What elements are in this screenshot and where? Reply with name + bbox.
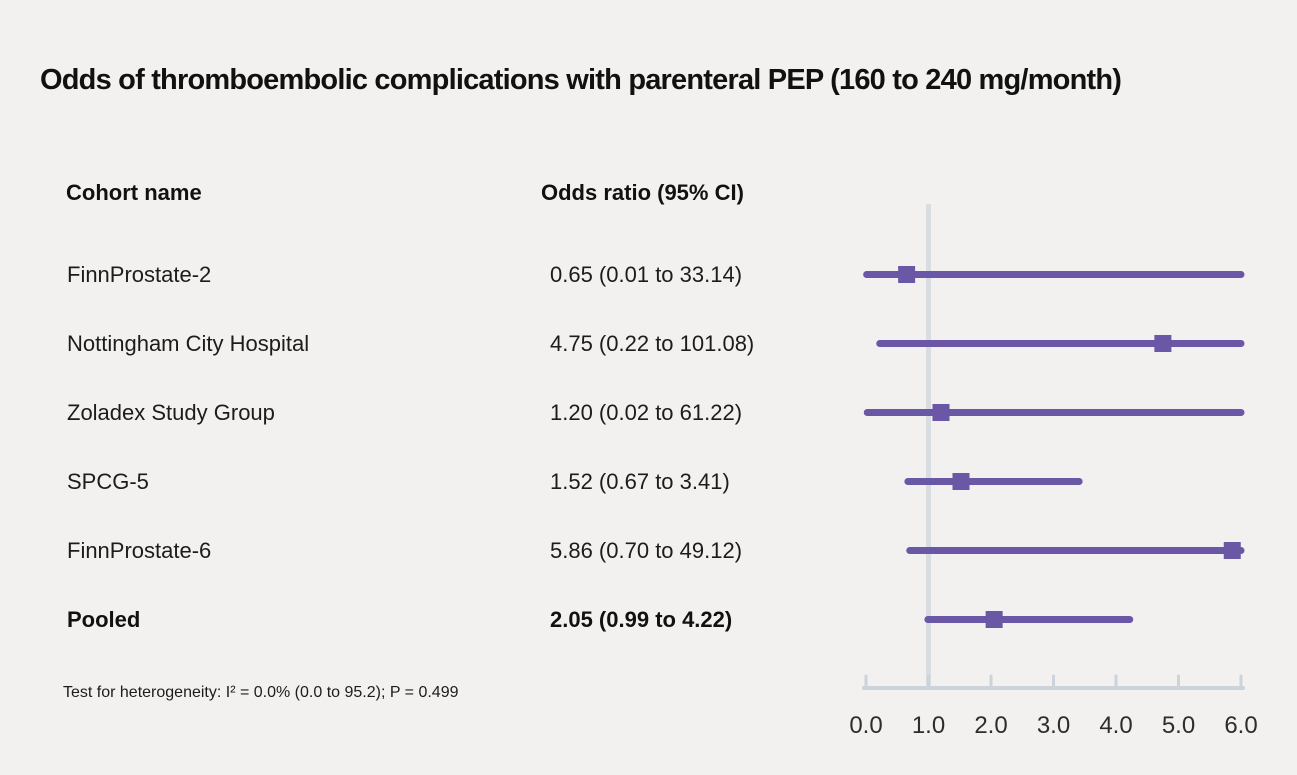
odds-ratio-value: 0.65 (0.01 to 33.14): [550, 262, 743, 287]
x-tick-label: 1.0: [912, 712, 945, 739]
odds-ratio-value: 2.05 (0.99 to 4.22): [550, 607, 733, 632]
cohort-name-label: FinnProstate-6: [67, 538, 212, 563]
or-marker: [898, 266, 916, 283]
x-tick-label: 3.0: [1037, 712, 1070, 739]
x-tick-label: 0.0: [849, 712, 882, 739]
cohort-name-label: Pooled: [67, 607, 141, 632]
forest-row: SPCG-5 1.52 (0.67 to 3.41): [0, 447, 860, 516]
odds-ratio-value: 4.75 (0.22 to 101.08): [550, 331, 755, 356]
x-tick-label: 2.0: [974, 712, 1007, 739]
forest-row: FinnProstate-6 5.86 (0.70 to 49.12): [0, 516, 860, 585]
forest-row: Pooled 2.05 (0.99 to 4.22): [0, 585, 860, 654]
or-marker: [1154, 335, 1172, 352]
x-tick-label: 4.0: [1099, 712, 1132, 739]
or-marker: [1223, 542, 1241, 559]
odds-ratio-value: 5.86 (0.70 to 49.12): [550, 538, 743, 563]
forest-row: Zoladex Study Group 1.20 (0.02 to 61.22): [0, 378, 860, 447]
chart-title: Odds of thromboembolic complications wit…: [40, 64, 1122, 96]
cohort-name-label: Nottingham City Hospital: [67, 331, 310, 356]
forest-rows: FinnProstate-2 0.65 (0.01 to 33.14) Nottin…: [0, 240, 860, 654]
cohort-name-label: SPCG-5: [67, 469, 149, 494]
cohort-name-label: FinnProstate-2: [67, 262, 212, 287]
odds-ratio-value: 1.20 (0.02 to 61.22): [550, 400, 743, 425]
column-header-cohort-name: Cohort name: [66, 180, 202, 205]
forest-row: FinnProstate-2 0.65 (0.01 to 33.14): [0, 240, 860, 309]
or-marker: [985, 611, 1003, 628]
forest-row: Nottingham City Hospital 4.75 (0.22 to 10…: [0, 309, 860, 378]
x-tick-label: 6.0: [1224, 712, 1257, 739]
cohort-name-label: Zoladex Study Group: [67, 400, 275, 425]
or-marker: [932, 404, 950, 421]
odds-ratio-value: 1.52 (0.67 to 3.41): [550, 469, 730, 494]
column-header-odds-ratio: Odds ratio (95% CI): [541, 180, 744, 205]
or-marker: [952, 473, 970, 490]
x-tick-label: 5.0: [1162, 712, 1195, 739]
heterogeneity-footnote: Test for heterogeneity: I² = 0.0% (0.0 t…: [63, 684, 459, 701]
